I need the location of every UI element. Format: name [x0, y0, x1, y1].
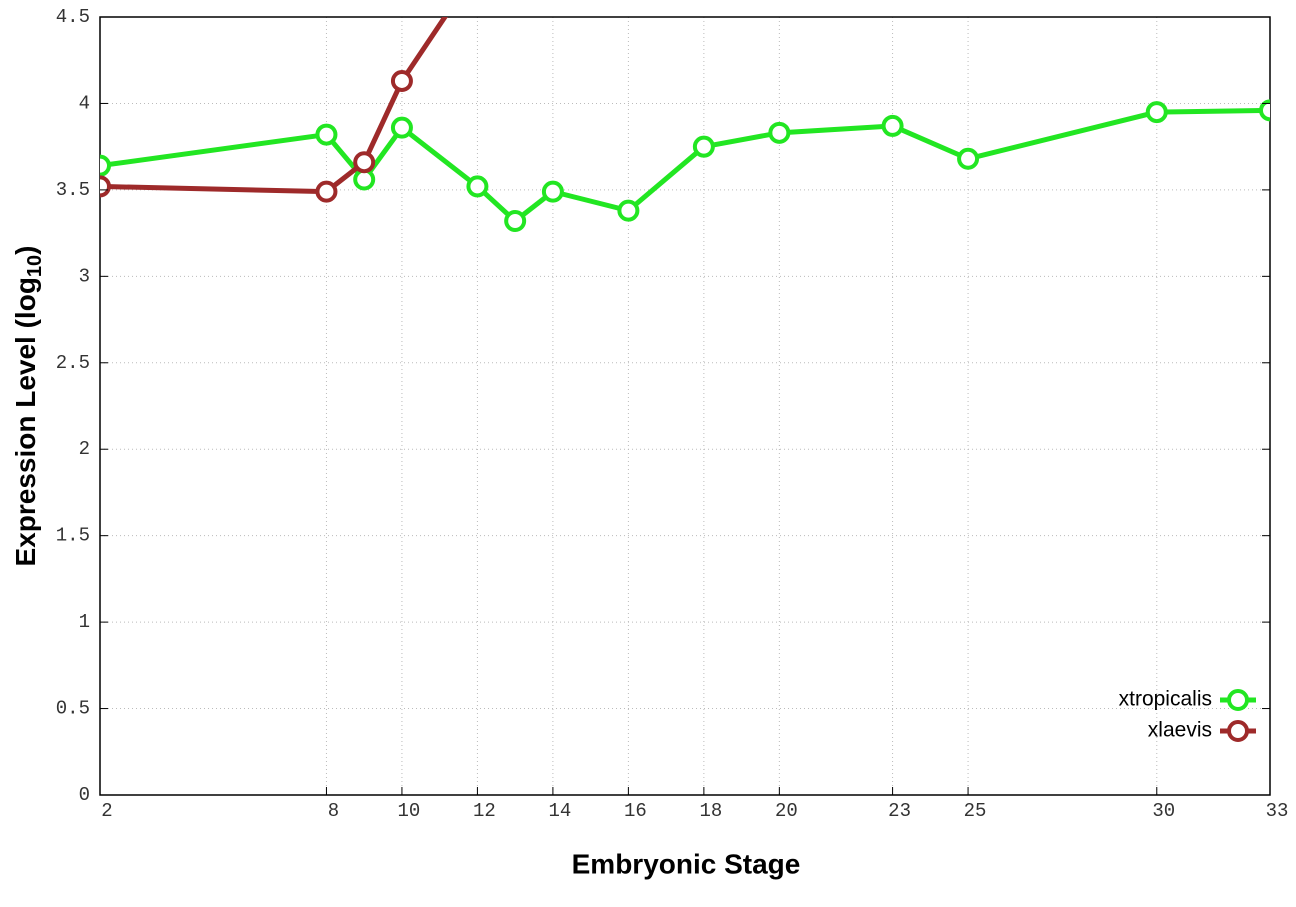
legend-marker — [1227, 720, 1249, 742]
legend-label: xlaevis — [1148, 719, 1212, 742]
y-tick-label: 1.5 — [56, 525, 90, 547]
point — [315, 123, 338, 146]
point — [541, 180, 564, 203]
y-tick-label: 4 — [79, 92, 90, 114]
point — [957, 147, 980, 170]
y-label-end: ) — [10, 246, 41, 255]
point — [100, 175, 111, 198]
x-tick-label: 16 — [624, 800, 647, 822]
point — [692, 135, 715, 158]
series-layer — [100, 17, 1270, 233]
x-tick-label: 18 — [699, 800, 722, 822]
y-tick-label: 0 — [79, 784, 90, 806]
y-tick-label: 3.5 — [56, 179, 90, 201]
legend-marker — [1227, 689, 1249, 711]
x-tick-label: 33 — [1266, 800, 1289, 822]
y-tick-label: 2.5 — [56, 352, 90, 374]
y-tick-label: 2 — [79, 438, 90, 460]
x-tick-label: 10 — [398, 800, 421, 822]
plot-frame — [99, 16, 1271, 796]
point — [1145, 101, 1168, 124]
point — [390, 116, 413, 139]
x-axis-label: Embryonic Stage — [572, 848, 801, 879]
x-tick-label: 25 — [964, 800, 987, 822]
x-tick-label: 23 — [888, 800, 911, 822]
x-tick-label: 12 — [473, 800, 496, 822]
y-axis-label: Expression Level (log10) — [10, 246, 46, 567]
y-tick-label: 1 — [79, 611, 90, 633]
y-label-sub: 10 — [24, 255, 46, 277]
y-tick-label: 4.5 — [56, 6, 90, 28]
x-tick-label: 20 — [775, 800, 798, 822]
legend: xtropicalis xlaevis — [1119, 688, 1256, 742]
point — [617, 199, 640, 222]
point — [504, 210, 527, 233]
y-label-main: Expression Level (log — [10, 277, 41, 566]
point — [315, 180, 338, 203]
point — [100, 154, 111, 177]
point — [390, 69, 413, 92]
point — [466, 175, 489, 198]
x-tick-label: 30 — [1152, 800, 1175, 822]
y-tick-label: 3 — [79, 265, 90, 287]
point — [881, 114, 904, 137]
x-tick-label: 2 — [101, 800, 112, 822]
x-tick-label: 14 — [548, 800, 571, 822]
point — [1259, 99, 1270, 122]
y-tick-label: 0.5 — [56, 698, 90, 720]
point — [353, 151, 376, 174]
point — [768, 121, 791, 144]
x-tick-label: 8 — [328, 800, 339, 822]
legend-label: xtropicalis — [1119, 688, 1212, 711]
